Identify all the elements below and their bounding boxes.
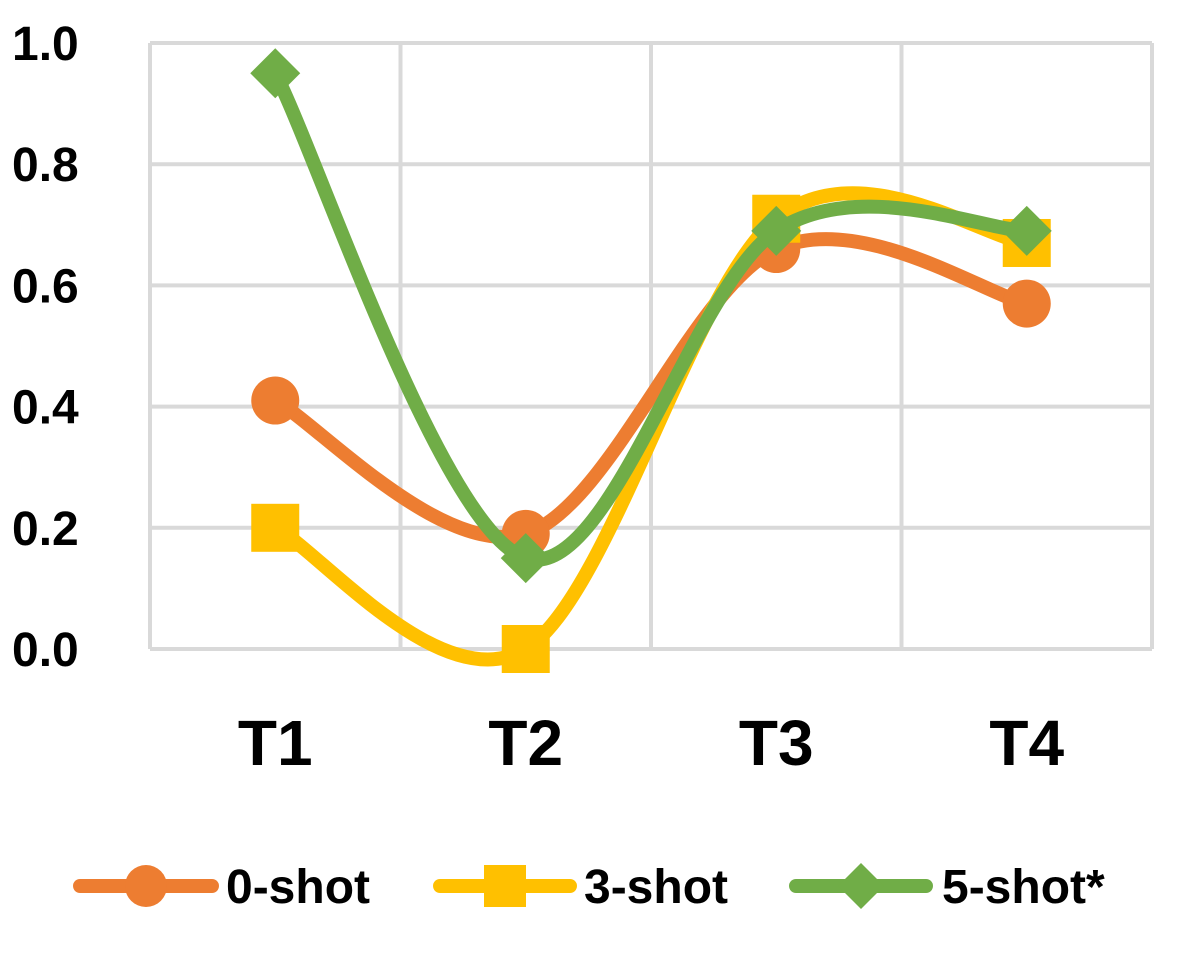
legend: 0-shot 3-shot 5-shot* <box>73 861 1105 914</box>
data-point-square <box>501 625 550 673</box>
data-point-square <box>251 503 300 552</box>
series-lines <box>250 48 1052 673</box>
data-point-diamond <box>751 205 802 256</box>
data-point-diamond <box>838 863 884 909</box>
legend-label: 0-shot <box>226 861 370 914</box>
data-point-circle <box>251 376 300 425</box>
legend-item: 5-shot* <box>789 861 1105 914</box>
x-category-label: T3 <box>739 707 814 779</box>
legend-item: 3-shot <box>433 861 728 914</box>
legend-label: 5-shot* <box>942 861 1105 914</box>
series-line <box>268 66 1034 567</box>
series-line <box>268 186 1034 667</box>
y-tick-label: 0.0 <box>12 624 79 677</box>
x-axis-category-labels: T1 T2 T3 T4 <box>238 707 1065 779</box>
legend-item: 0-shot <box>73 861 370 914</box>
data-point-square <box>484 865 526 907</box>
y-tick-label: 0.4 <box>12 382 79 435</box>
y-tick-label: 0.2 <box>12 503 79 556</box>
data-point-diamond <box>1001 205 1052 256</box>
data-point-circle <box>1002 279 1051 328</box>
x-category-label: T4 <box>989 707 1064 779</box>
x-category-label: T2 <box>488 707 563 779</box>
series-line <box>268 232 1034 544</box>
data-point-diamond <box>500 533 551 584</box>
series-diamond <box>250 48 1052 584</box>
x-category-label: T1 <box>238 707 313 779</box>
y-tick-label: 1.0 <box>12 18 79 71</box>
data-point-circle <box>125 865 167 907</box>
legend-label: 3-shot <box>584 861 728 914</box>
y-axis-tick-labels: 0.0 0.2 0.4 0.6 0.8 1.0 <box>12 18 79 677</box>
y-tick-label: 0.8 <box>12 139 79 192</box>
data-point-diamond <box>250 48 301 99</box>
y-tick-label: 0.6 <box>12 260 79 313</box>
